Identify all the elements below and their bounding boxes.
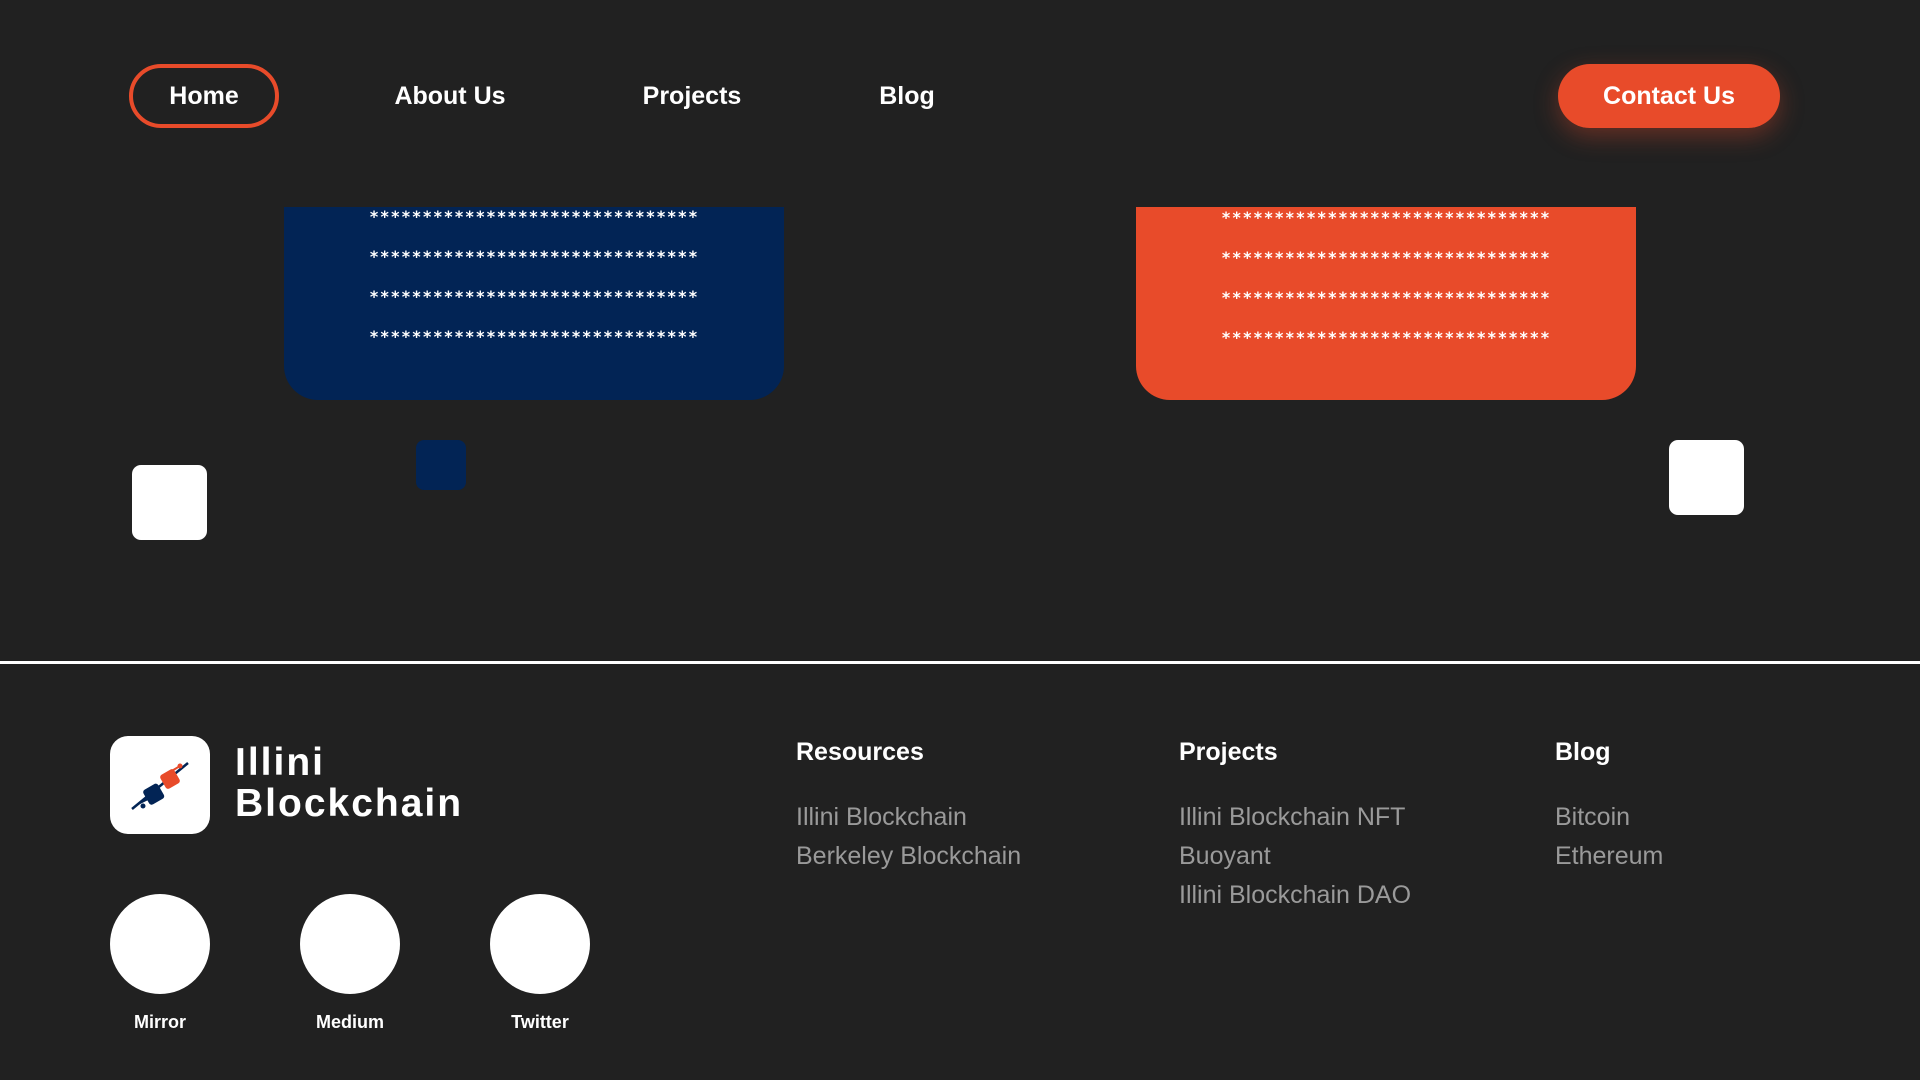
medium-icon[interactable] — [300, 894, 400, 994]
footer-link[interactable]: Illini Blockchain DAO — [1179, 881, 1412, 909]
footer-column-title-resources: Resources — [796, 738, 924, 766]
mirror-icon[interactable] — [110, 894, 210, 994]
card-line: ******************************* — [1221, 208, 1551, 227]
blue-card: ******************************* ********… — [284, 207, 784, 400]
decor-square-navy — [416, 440, 466, 490]
footer-column-title-blog: Blog — [1555, 738, 1611, 766]
brand-logo[interactable] — [110, 736, 210, 834]
contact-us-button[interactable]: Contact Us — [1558, 64, 1780, 128]
twitter-icon[interactable] — [490, 894, 590, 994]
brand-name: Illini Blockchain — [235, 742, 463, 824]
footer-column-title-projects: Projects — [1179, 738, 1278, 766]
social-label: Mirror — [133, 1012, 186, 1032]
brand-name-line1: Illini — [235, 741, 325, 784]
footer-link[interactable]: Illini Blockchain — [796, 803, 967, 831]
card-line: ******************************* — [369, 327, 699, 346]
card-line: ******************************* — [1221, 248, 1551, 267]
social-mirror[interactable]: Mirror — [110, 894, 210, 1033]
card-line: ******************************* — [369, 207, 699, 226]
footer-link[interactable]: Berkeley Blockchain — [796, 842, 1022, 870]
social-medium[interactable]: Medium — [300, 894, 400, 1033]
card-line: ******************************* — [369, 247, 699, 266]
footer-link[interactable]: Ethereum — [1555, 842, 1664, 870]
orange-card: ******************************* ********… — [1136, 207, 1636, 400]
card-line: ******************************* — [1221, 288, 1551, 307]
brand-name-line2: Blockchain — [235, 782, 464, 825]
nav-about-link[interactable]: About Us — [394, 81, 506, 110]
social-label: Twitter — [511, 1012, 569, 1032]
card-line: ******************************* — [369, 287, 699, 306]
social-label: Medium — [315, 1012, 384, 1032]
footer-column-blog: Bitcoin Ethereum — [1555, 798, 1663, 876]
card-line: ******************************* — [1221, 328, 1551, 347]
footer-column-projects: Illini Blockchain NFT Buoyant Illini Blo… — [1179, 798, 1411, 915]
decor-square-white — [132, 465, 207, 540]
nav-home-link[interactable]: Home — [129, 64, 279, 128]
decor-square-white — [1669, 440, 1744, 515]
nav-projects-link[interactable]: Projects — [642, 81, 742, 110]
nav-blog-link[interactable]: Blog — [879, 81, 935, 110]
footer-column-resources: Illini Blockchain Berkeley Blockchain — [796, 798, 1021, 876]
footer-link[interactable]: Illini Blockchain NFT — [1179, 803, 1406, 831]
footer-divider — [0, 661, 1920, 664]
footer-link[interactable]: Buoyant — [1179, 842, 1271, 870]
blockchain-logo-icon — [131, 762, 189, 810]
social-twitter[interactable]: Twitter — [490, 894, 590, 1033]
footer-link[interactable]: Bitcoin — [1555, 803, 1631, 831]
